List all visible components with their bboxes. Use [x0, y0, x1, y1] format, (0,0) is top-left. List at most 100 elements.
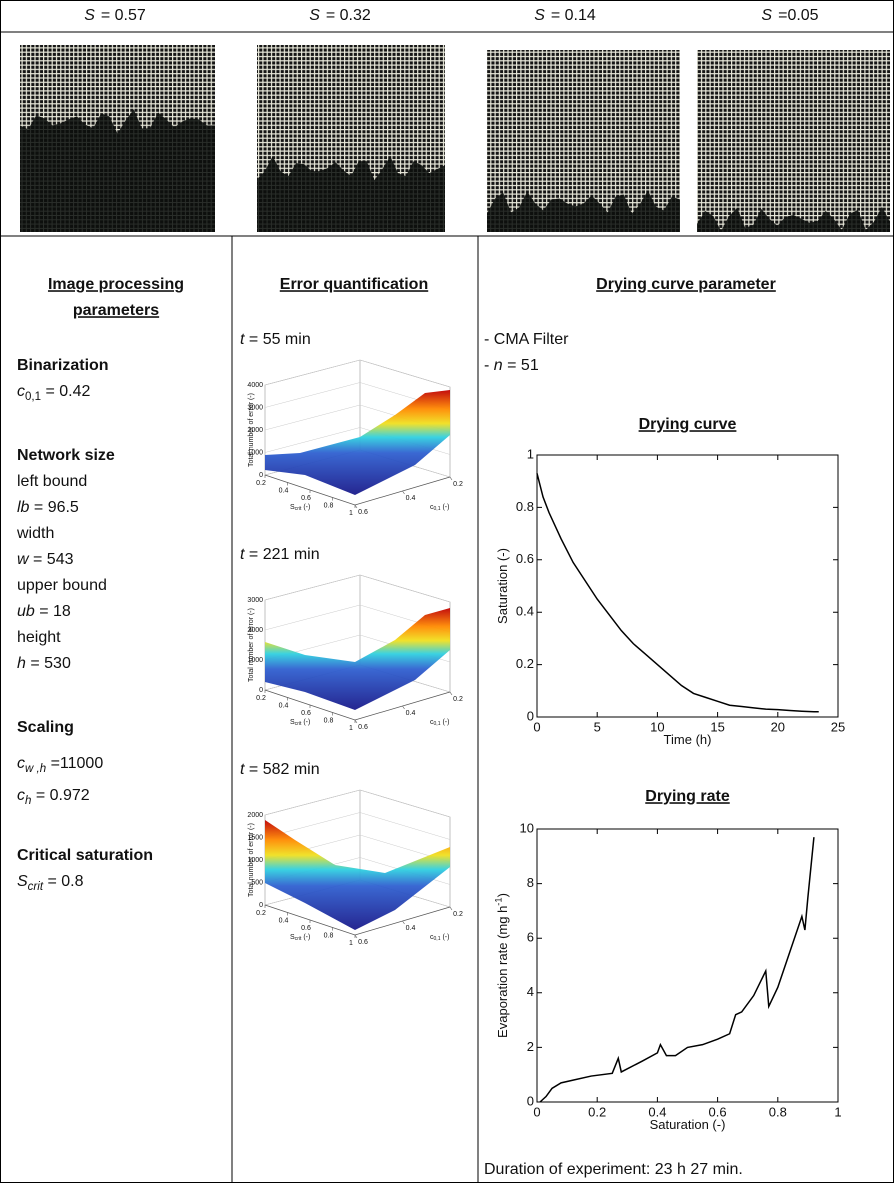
y-tick-label: 0.8	[516, 499, 534, 514]
symbol: S	[84, 7, 95, 24]
column-title: Image processing	[48, 276, 184, 293]
parameter-line: - CMA Filter	[484, 331, 569, 348]
section-heading: Scaling	[17, 719, 74, 736]
x-tick-label: 1	[349, 510, 353, 517]
text-segment: h	[17, 655, 26, 672]
x-tick-label: 0.2	[256, 480, 266, 487]
y-axis-label: Saturation (-)	[495, 548, 510, 624]
y-axis-label: Evaporation rate (mg h-1)	[494, 893, 511, 1038]
text-segment: - CMA Filter	[484, 331, 569, 348]
text-segment: = 543	[29, 551, 74, 568]
parameter-line: lb = 96.5	[17, 499, 79, 516]
saturation-label: S = 0.57	[84, 7, 146, 24]
text-segment: = 0.42	[41, 383, 90, 400]
text-segment: crit	[295, 936, 302, 942]
tick-mark	[449, 691, 453, 696]
y-tick-label: 0.6	[358, 939, 368, 946]
symbol: S	[761, 7, 772, 24]
text-segment: 0,1	[434, 506, 441, 512]
text-segment: width	[16, 525, 54, 542]
x-axis-label: Scrit (-)	[290, 934, 310, 943]
time-label: t = 582 min	[240, 761, 320, 778]
surface-plot: 0 1000 2000 3000 4000 Total number of error (…	[247, 359, 463, 517]
text-segment: t	[240, 761, 245, 778]
z-tick-label: 0	[259, 472, 263, 479]
y-tick-label: 2	[527, 1039, 534, 1054]
x-tick-label: 25	[831, 719, 845, 734]
filled-region	[487, 190, 680, 232]
surface-plot: 0 500 1000 1500 2000 Total number of error (-…	[247, 789, 463, 947]
x-tick-label: 0.6	[301, 925, 311, 932]
y-axis-label: c0,1 (-)	[430, 934, 449, 943]
y-tick-label: 0.2	[453, 911, 463, 918]
chart-title: Drying curve	[639, 416, 737, 433]
x-tick-label: 0.2	[256, 910, 266, 917]
z-tick-label: 1000	[247, 657, 263, 664]
text-segment: c	[430, 504, 434, 511]
error-surface	[265, 820, 450, 930]
text-segment: (-)	[301, 504, 310, 511]
y-tick-label: 6	[527, 930, 534, 945]
column-title: Drying curve parameter	[596, 276, 776, 293]
value-text: = 0.57	[101, 7, 146, 24]
saturation-label: S = 0.32	[309, 7, 371, 24]
text-segment: 0,1	[434, 936, 441, 942]
text-segment: (-)	[301, 719, 310, 726]
y-tick-label: 0.2	[453, 696, 463, 703]
x-tick-label: 0.2	[588, 1104, 606, 1119]
tick-mark	[449, 906, 453, 911]
grid-line	[264, 574, 451, 603]
time-label: t = 221 min	[240, 546, 320, 563]
text-segment: (-)	[441, 934, 450, 941]
text-segment: ub	[17, 603, 35, 620]
text-segment: = 55 min	[244, 331, 310, 348]
data-line	[536, 473, 819, 713]
text-segment: crit	[295, 506, 302, 512]
z-tick-label: 1000	[247, 449, 263, 456]
parameter-line: - n = 51	[484, 357, 539, 374]
text-segment: S	[17, 873, 28, 890]
text-segment: = 51	[503, 357, 539, 374]
text-segment: = 582 min	[244, 761, 319, 778]
value-text: = 0.14	[551, 7, 596, 24]
x-tick-label: 0.8	[324, 932, 334, 939]
x-tick-label: 15	[710, 719, 724, 734]
plot-frame	[536, 828, 839, 1103]
y-tick-label: 0.6	[358, 509, 368, 516]
text-segment: (-)	[301, 934, 310, 941]
text-segment: =11000	[46, 755, 103, 772]
saturation-label: S = 0.14	[534, 7, 596, 24]
x-tick-label: 5	[594, 719, 601, 734]
y-tick-label: 4	[527, 984, 534, 999]
z-tick-label: 2000	[247, 812, 263, 819]
text-segment: Saturation (-)	[495, 548, 510, 624]
text-segment: left bound	[17, 473, 87, 490]
text-segment: Time (h)	[664, 732, 712, 747]
text-segment: t	[240, 546, 245, 563]
grid-line	[264, 789, 451, 818]
x-tick-label: 1	[834, 1104, 841, 1119]
y-tick-label: 0.6	[516, 551, 534, 566]
data-line	[539, 837, 815, 1103]
y-tick-label: 1	[527, 446, 534, 461]
parameter-line: w = 543	[17, 551, 74, 568]
y-tick-label: 10	[520, 820, 534, 835]
tick-mark	[402, 705, 405, 710]
text-segment: Saturation (-)	[650, 1117, 726, 1132]
text-segment: c	[430, 934, 434, 941]
parameter-line: upper bound	[17, 577, 107, 594]
text-segment: h	[25, 795, 31, 807]
text-segment: c	[17, 383, 25, 400]
footer-note: Duration of experiment: 23 h 27 min.	[484, 1161, 743, 1178]
text-segment: S	[290, 719, 295, 726]
x-tick-label: 0	[533, 719, 540, 734]
text-segment: = 96.5	[29, 499, 78, 516]
parameter-line: left bound	[17, 473, 87, 490]
x-tick-label: 0	[533, 1104, 540, 1119]
text-segment: t	[240, 331, 245, 348]
z-tick-label: 0	[259, 902, 263, 909]
tick-mark	[354, 934, 358, 939]
y-tick-label: 0.4	[516, 604, 534, 619]
x-tick-label: 0.8	[769, 1104, 787, 1119]
